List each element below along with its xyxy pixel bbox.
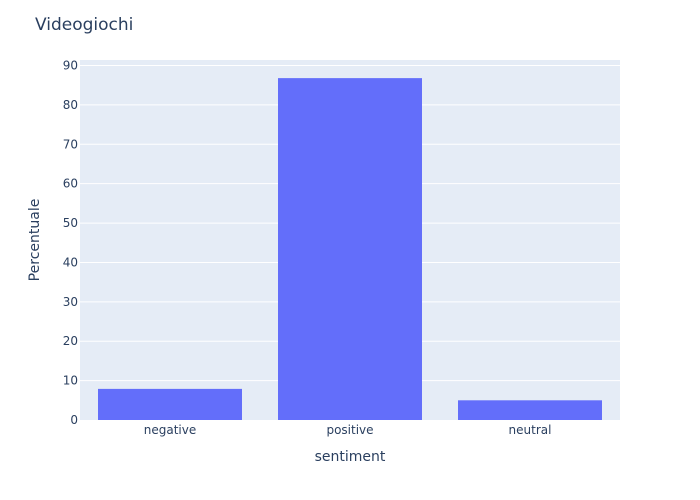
y-tick-label: 0 [70, 413, 78, 427]
bar-positive [278, 78, 422, 420]
bars [98, 78, 602, 420]
x-axis-title: sentiment [315, 449, 386, 465]
y-tick-label: 80 [63, 98, 78, 112]
y-tick-label: 20 [63, 334, 78, 348]
y-axis-title: Percentuale [27, 199, 43, 282]
chart-title: Videogiochi [35, 15, 133, 35]
x-axis-ticks: negative positive neutral [144, 423, 552, 437]
x-tick-label: negative [144, 423, 196, 437]
x-tick-label: positive [326, 423, 373, 437]
y-tick-label: 40 [63, 255, 78, 269]
y-tick-label: 90 [63, 59, 78, 73]
y-tick-label: 10 [63, 374, 78, 388]
y-tick-label: 50 [63, 216, 78, 230]
y-axis-ticks: 0 10 20 30 40 50 60 70 80 90 [63, 59, 78, 427]
x-tick-label: neutral [509, 423, 552, 437]
y-tick-label: 30 [63, 295, 78, 309]
bar-negative [98, 388, 242, 420]
y-tick-label: 60 [63, 177, 78, 191]
bar-neutral [458, 400, 602, 420]
y-tick-label: 70 [63, 137, 78, 151]
